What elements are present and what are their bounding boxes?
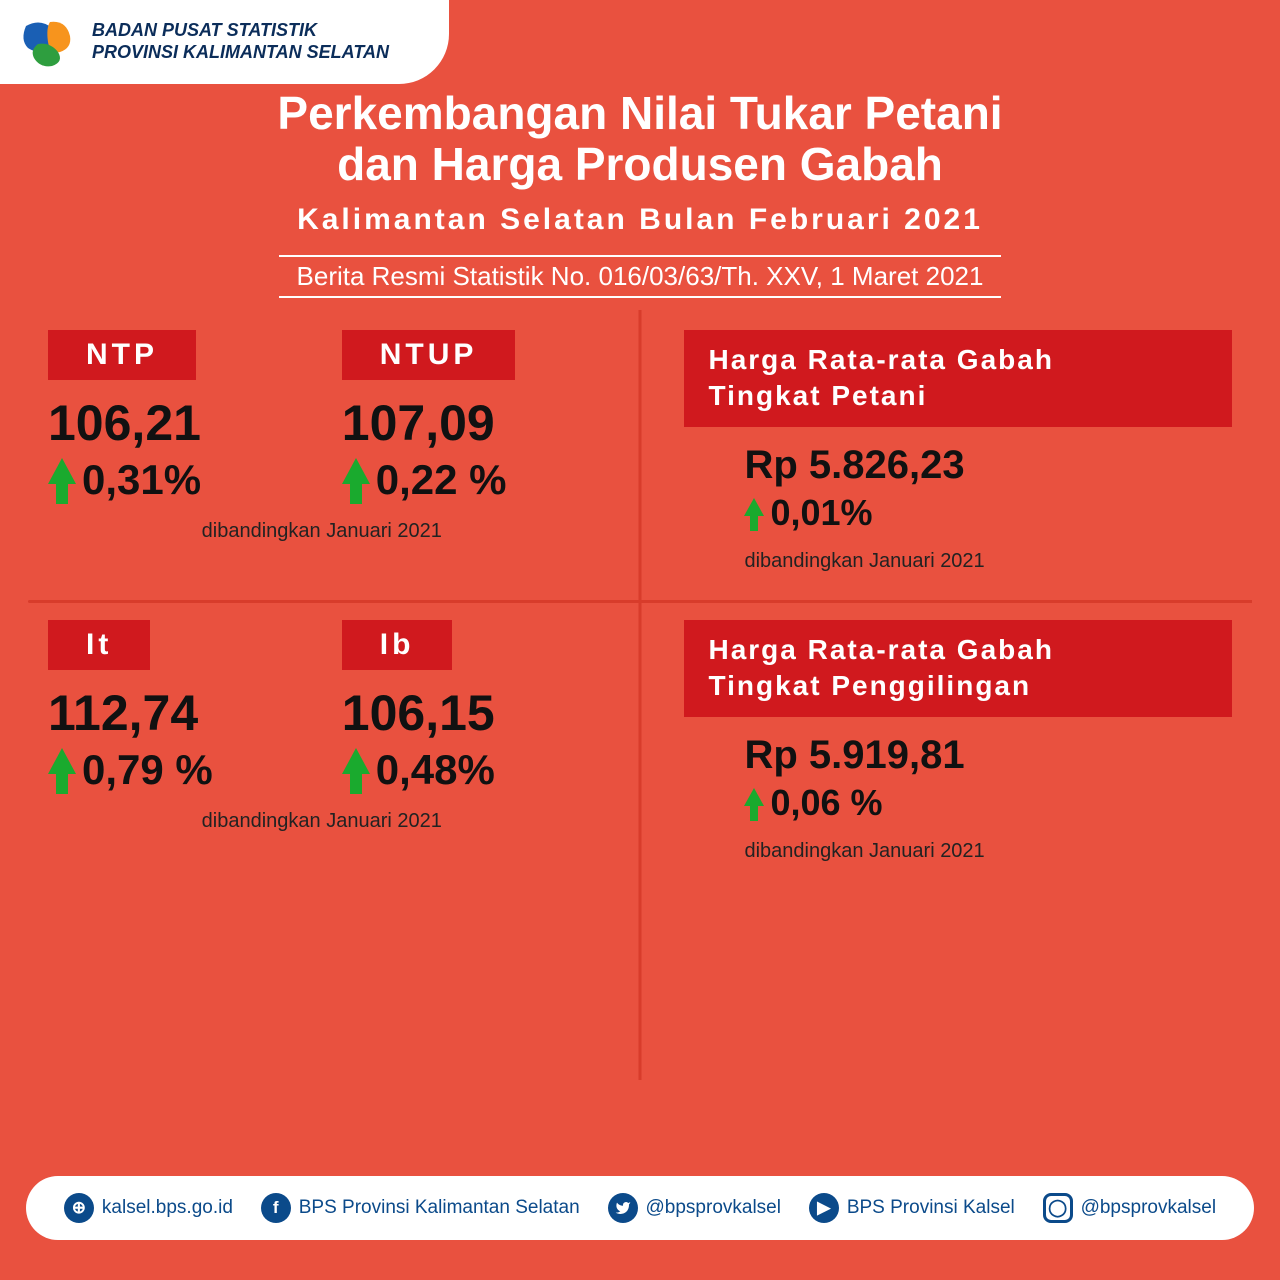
value-harga-penggilingan: Rp 5.919,81 [744,733,1232,778]
badge-it: It [48,620,150,670]
title-note: Berita Resmi Statistik No. 016/03/63/Th.… [279,255,1002,298]
title-subtitle: Kalimantan Selatan Bulan Februari 2021 [0,203,1280,237]
social-facebook-text: BPS Provinsi Kalimantan Selatan [299,1197,580,1219]
arrow-up-icon [744,498,764,516]
globe-icon: ⊕ [64,1193,94,1223]
compare-text: dibandingkan Januari 2021 [744,550,1232,573]
value-it: 112,74 [48,684,302,742]
harga-petani-title-l1: Harga Rata-rata Gabah [708,344,1053,375]
social-web[interactable]: ⊕ kalsel.bps.go.id [64,1193,233,1223]
badge-ntp: NTP [48,330,196,380]
stat-ntp: NTP 106,21 0,31% [48,330,302,504]
title-line1: Perkembangan Nilai Tukar Petani [0,88,1280,139]
stats-grid: NTP 106,21 0,31% NTUP 107,09 0,22 % diba… [28,320,1252,1080]
harga-penggilingan-title-l2: Tingkat Penggilingan [708,670,1031,701]
stat-it: It 112,74 0,79 % [48,620,302,794]
badge-ntup: NTUP [342,330,516,380]
quad-it-ib: It 112,74 0,79 % Ib 106,15 0,48% dibandi… [28,610,616,843]
social-twitter-text: @bpsprovkalsel [646,1197,781,1219]
arrow-up-icon [744,788,764,806]
social-web-text: kalsel.bps.go.id [102,1197,233,1219]
badge-harga-petani: Harga Rata-rata Gabah Tingkat Petani [684,330,1232,427]
quad-harga-petani: Harga Rata-rata Gabah Tingkat Petani Rp … [664,320,1252,583]
header-badge: BADAN PUSAT STATISTIK PROVINSI KALIMANTA… [0,0,449,84]
quad-ntp-ntup: NTP 106,21 0,31% NTUP 107,09 0,22 % diba… [28,320,616,553]
stat-ntup: NTUP 107,09 0,22 % [342,330,596,504]
bps-logo-icon [20,14,76,70]
title-line2: dan Harga Produsen Gabah [0,139,1280,190]
change-ntup: 0,22 % [376,456,507,504]
instagram-icon: ◯ [1043,1193,1073,1223]
divider-horizontal-left [28,600,640,603]
social-facebook[interactable]: f BPS Provinsi Kalimantan Selatan [261,1193,580,1223]
value-ib: 106,15 [342,684,596,742]
twitter-icon [608,1193,638,1223]
social-instagram-text: @bpsprovkalsel [1081,1197,1216,1219]
badge-harga-penggilingan: Harga Rata-rata Gabah Tingkat Penggiling… [684,620,1232,717]
divider-horizontal-right [640,600,1252,603]
org-line2: PROVINSI KALIMANTAN SELATAN [92,42,389,64]
change-ntp: 0,31% [82,456,201,504]
harga-penggilingan-title-l1: Harga Rata-rata Gabah [708,634,1053,665]
compare-text: dibandingkan Januari 2021 [744,840,1232,863]
social-youtube-text: BPS Provinsi Kalsel [847,1197,1015,1219]
change-harga-penggilingan: 0,06 % [770,782,882,824]
value-harga-petani: Rp 5.826,23 [744,443,1232,488]
org-line1: BADAN PUSAT STATISTIK [92,20,389,42]
social-twitter[interactable]: @bpsprovkalsel [608,1193,781,1223]
youtube-icon: ▶ [809,1193,839,1223]
social-instagram[interactable]: ◯ @bpsprovkalsel [1043,1193,1216,1223]
footer-social-bar: ⊕ kalsel.bps.go.id f BPS Provinsi Kalima… [26,1176,1254,1240]
social-youtube[interactable]: ▶ BPS Provinsi Kalsel [809,1193,1015,1223]
divider-vertical [639,310,642,1080]
arrow-up-icon [342,458,370,484]
arrow-up-icon [48,458,76,484]
title-block: Perkembangan Nilai Tukar Petani dan Harg… [0,88,1280,298]
org-name: BADAN PUSAT STATISTIK PROVINSI KALIMANTA… [92,20,389,63]
change-it: 0,79 % [82,746,213,794]
harga-petani-title-l2: Tingkat Petani [708,380,927,411]
facebook-icon: f [261,1193,291,1223]
compare-text: dibandingkan Januari 2021 [48,810,596,833]
compare-text: dibandingkan Januari 2021 [48,520,596,543]
change-harga-petani: 0,01% [770,492,872,534]
value-ntp: 106,21 [48,394,302,452]
change-ib: 0,48% [376,746,495,794]
value-ntup: 107,09 [342,394,596,452]
stat-ib: Ib 106,15 0,48% [342,620,596,794]
quad-harga-penggilingan: Harga Rata-rata Gabah Tingkat Penggiling… [664,610,1252,873]
arrow-up-icon [342,748,370,774]
arrow-up-icon [48,748,76,774]
badge-ib: Ib [342,620,453,670]
